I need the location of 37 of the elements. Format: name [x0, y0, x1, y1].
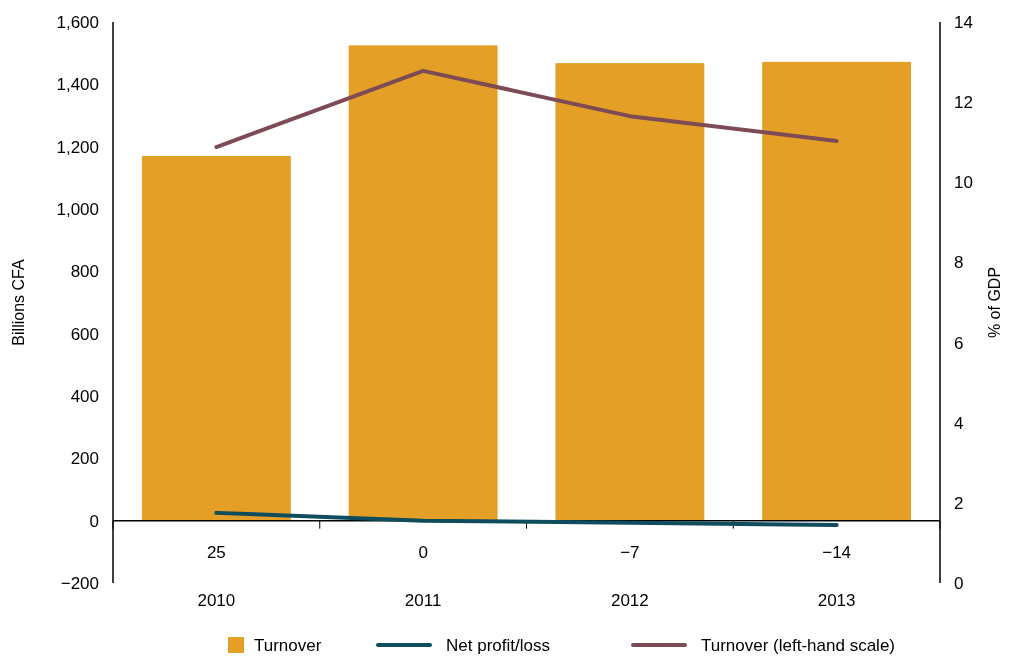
y-tick-label: 1,000: [56, 199, 99, 219]
y-tick-label: 400: [70, 386, 99, 406]
bar: [762, 61, 912, 521]
y2-tick-label: 0: [954, 573, 964, 593]
x-tick-label: 2013: [817, 590, 856, 610]
y2-tick-label: 2: [954, 493, 964, 513]
y-tick-label: −200: [60, 573, 99, 593]
y2-tick-label: 12: [954, 93, 973, 113]
y2-axis-title: % of GDP: [986, 266, 1003, 339]
bar: [555, 63, 705, 521]
y-tick-label: 1,200: [56, 137, 99, 157]
bar: [348, 45, 498, 521]
line-series: [214, 510, 839, 528]
line-series: [214, 68, 839, 150]
x-tick-label: 2011: [404, 590, 442, 610]
y2-tick-label: 14: [954, 12, 973, 32]
x-tick-label: 2012: [610, 590, 649, 610]
y-tick-label: 0: [89, 511, 99, 531]
y2-tick-label: 8: [954, 253, 964, 273]
data-label: 25: [206, 542, 226, 562]
data-label: −7: [620, 542, 640, 562]
y-tick-label: 1,600: [56, 12, 99, 32]
x-tick-label: 2010: [197, 590, 236, 610]
data-label: −14: [822, 542, 852, 562]
legend-label: Turnover (left-hand scale): [701, 636, 896, 656]
y-tick-label: 1,400: [56, 75, 99, 95]
bar: [141, 156, 291, 521]
y2-tick-label: 4: [954, 413, 964, 433]
legend-label: Turnover: [254, 636, 322, 656]
y-tick-label: 600: [70, 324, 99, 344]
y-axis-title: Billions CFA: [10, 259, 27, 346]
y2-tick-label: 10: [954, 173, 973, 193]
y-tick-label: 800: [70, 262, 99, 282]
y2-tick-label: 6: [954, 333, 964, 353]
legend-label: Net profit/loss: [446, 636, 550, 656]
y-tick-label: 200: [70, 449, 99, 469]
data-label: 0: [418, 542, 428, 562]
